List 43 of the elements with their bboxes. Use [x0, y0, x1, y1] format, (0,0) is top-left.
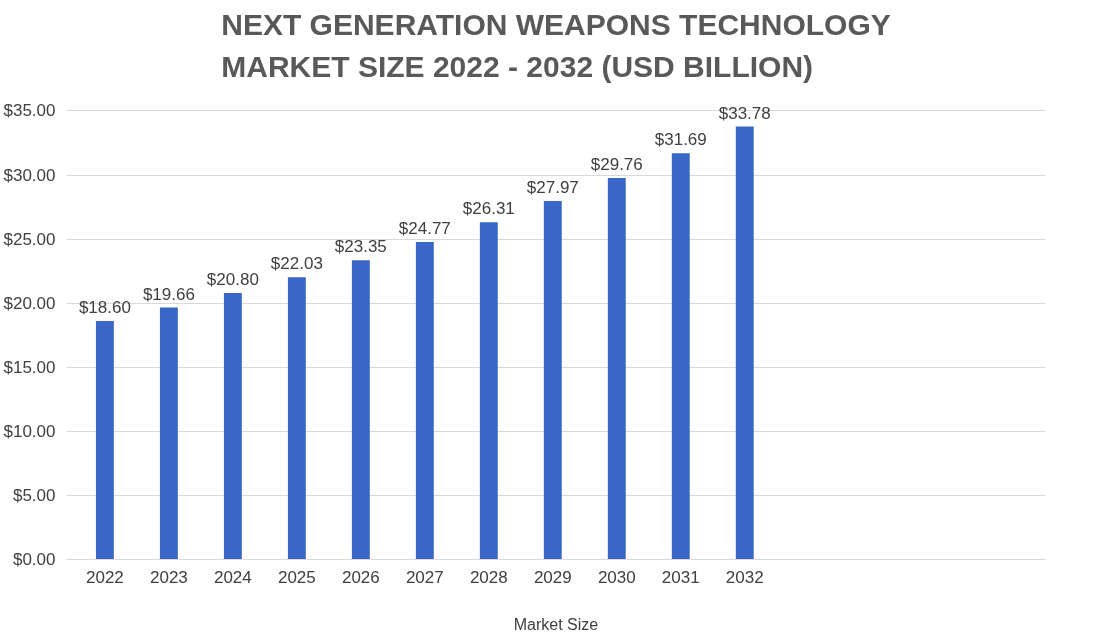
y-tick-label: $0.00: [12, 550, 56, 569]
data-label: $22.03: [270, 254, 323, 274]
y-tick-label: $25.00: [3, 229, 56, 249]
y-tick-label: $10.00: [3, 421, 56, 441]
bar: [671, 153, 690, 560]
bar: [223, 292, 242, 560]
x-tick-label: 2028: [469, 567, 508, 587]
x-tick-label: 2023: [149, 567, 188, 587]
bar: [95, 321, 114, 560]
bar: [735, 126, 754, 560]
data-label: $20.80: [206, 269, 259, 289]
x-tick-label: 2030: [597, 567, 636, 587]
bar: [159, 307, 178, 560]
x-axis-title: Market Size: [513, 615, 599, 633]
x-tick-label: 2032: [725, 567, 764, 587]
data-label: $19.66: [142, 284, 195, 304]
data-label: $24.77: [398, 219, 451, 239]
x-tick-label: 2029: [533, 567, 572, 587]
bar: [351, 260, 370, 560]
bar: [607, 178, 626, 560]
x-tick-label: 2024: [213, 567, 252, 587]
data-label: $29.76: [590, 155, 643, 175]
data-label: $18.60: [78, 298, 131, 318]
chart-title: NEXT GENERATION WEAPONS TECHNOLOGY MARKET SIZE 2022 - 2032 (USD BILLION): [221, 7, 891, 84]
y-tick-label: $20.00: [3, 293, 56, 313]
data-label: $33.78: [718, 103, 771, 123]
bar: [479, 222, 498, 560]
bar: [287, 277, 306, 560]
x-tick-label: 2025: [277, 567, 316, 587]
data-label: $27.97: [526, 178, 579, 198]
data-label: $23.35: [334, 237, 387, 257]
x-tick-label: 2022: [85, 567, 124, 587]
bar: [415, 242, 434, 560]
x-tick-label: 2027: [405, 567, 444, 587]
data-label: $26.31: [462, 199, 515, 219]
x-tick-label: 2031: [661, 567, 700, 587]
y-tick-label: $30.00: [3, 165, 56, 185]
data-label: $31.69: [654, 130, 707, 150]
y-tick-label: $5.00: [12, 485, 56, 505]
y-tick-label: $35.00: [3, 101, 56, 121]
x-tick-label: 2026: [341, 567, 380, 587]
y-tick-label: $15.00: [3, 357, 56, 377]
bar: [543, 201, 562, 560]
